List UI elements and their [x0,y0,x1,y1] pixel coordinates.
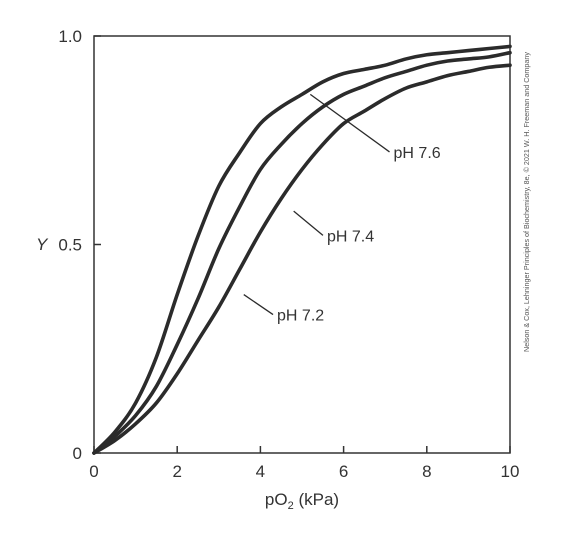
x-axis-title: pO2 (kPa) [265,490,339,512]
y-axis-title: Y [36,235,49,254]
series-leader-line [309,93,390,153]
series-labels: pH 7.6 pH 7.4 pH 7.2 [243,93,441,325]
series-curves [92,44,512,455]
x-tick-label: 2 [172,462,181,481]
credit-line: Nelson & Cox, Lehninger Principles of Bi… [522,52,531,352]
series-label-ph-7-4: pH 7.4 [327,228,374,245]
series-line-ph-7-2 [92,63,512,455]
x-tick-label: 6 [339,462,348,481]
x-tick-label: 8 [422,462,431,481]
plot-frame [93,35,511,454]
y-tick-label: 0.5 [58,236,82,255]
x-tick-label: 0 [89,462,98,481]
y-axis-ticks: 0 0.5 1.0 [58,27,101,463]
x-tick-label: 10 [501,462,520,481]
y-tick-label: 0 [73,444,82,463]
series-line-ph-7-6 [92,44,512,455]
series-line-ph-7-4 [92,50,512,455]
x-axis-title-prefix: pO [265,490,288,509]
series-leader-line [293,210,324,236]
x-axis-title-suffix: (kPa) [294,490,339,509]
y-tick-label: 1.0 [58,27,82,46]
x-axis-ticks: 0 2 4 6 8 10 [89,446,519,481]
series-label-ph-7-2: pH 7.2 [277,308,324,325]
x-axis-title-subscript: 2 [288,500,294,512]
x-tick-label: 4 [256,462,265,481]
series-leader-line [243,294,274,316]
series-label-ph-7-6: pH 7.6 [394,145,441,162]
